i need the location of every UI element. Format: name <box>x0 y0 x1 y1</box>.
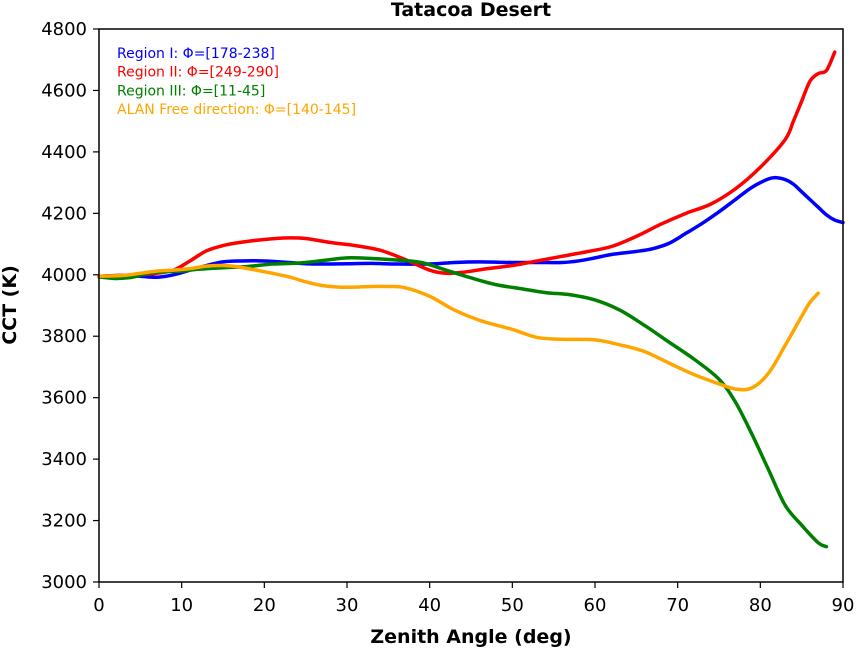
legend-entry: ALAN Free direction: Φ=[140-145] <box>117 102 356 118</box>
x-tick-label: 10 <box>170 595 193 616</box>
x-axis-label: Zenith Angle (deg) <box>370 626 571 648</box>
x-tick-label: 30 <box>336 595 359 616</box>
chart-title: Tatacoa Desert <box>391 0 551 21</box>
legend-entry: Region I: Φ=[178-238] <box>117 46 275 62</box>
x-tick-label: 90 <box>832 595 855 616</box>
y-tick-label: 4400 <box>41 142 87 163</box>
series-line-region-i-178-238 <box>97 175 845 280</box>
y-tick-label: 3400 <box>41 449 87 470</box>
x-tick-label: 20 <box>253 595 276 616</box>
x-tick-label: 50 <box>501 595 524 616</box>
series-line-region-iii-11-45 <box>97 256 829 549</box>
y-tick-label: 3600 <box>41 388 87 409</box>
x-tick-label: 40 <box>418 595 441 616</box>
series-line-alan-free-direction-140-145 <box>97 263 820 392</box>
legend-entry: Region II: Φ=[249-290] <box>117 65 279 81</box>
x-axis-ticks: 0 10 20 30 40 50 60 70 80 90 <box>93 582 854 616</box>
y-axis-ticks: 3000 3200 3400 3600 3800 4000 4200 4400 4600 4800 <box>41 19 99 593</box>
x-tick-label: 0 <box>93 595 104 616</box>
x-tick-label: 60 <box>584 595 607 616</box>
series-layer <box>97 50 845 549</box>
y-tick-label: 3800 <box>41 326 87 347</box>
plot-frame <box>98 28 844 583</box>
legend: Region I: Φ=[178-238] Region II: Φ=[249-2… <box>117 46 356 118</box>
y-tick-label: 4200 <box>41 203 87 224</box>
y-tick-label: 4800 <box>41 19 87 40</box>
y-tick-label: 4600 <box>41 80 87 101</box>
legend-entry: Region III: Φ=[11-45] <box>117 83 265 99</box>
y-tick-label: 3000 <box>41 572 87 593</box>
y-axis-label: CCT (K) <box>0 265 21 345</box>
x-tick-label: 70 <box>666 595 689 616</box>
y-tick-label: 4000 <box>41 265 87 286</box>
y-tick-label: 3200 <box>41 511 87 532</box>
x-tick-label: 80 <box>749 595 772 616</box>
series-line-region-ii-249-290 <box>97 50 837 279</box>
